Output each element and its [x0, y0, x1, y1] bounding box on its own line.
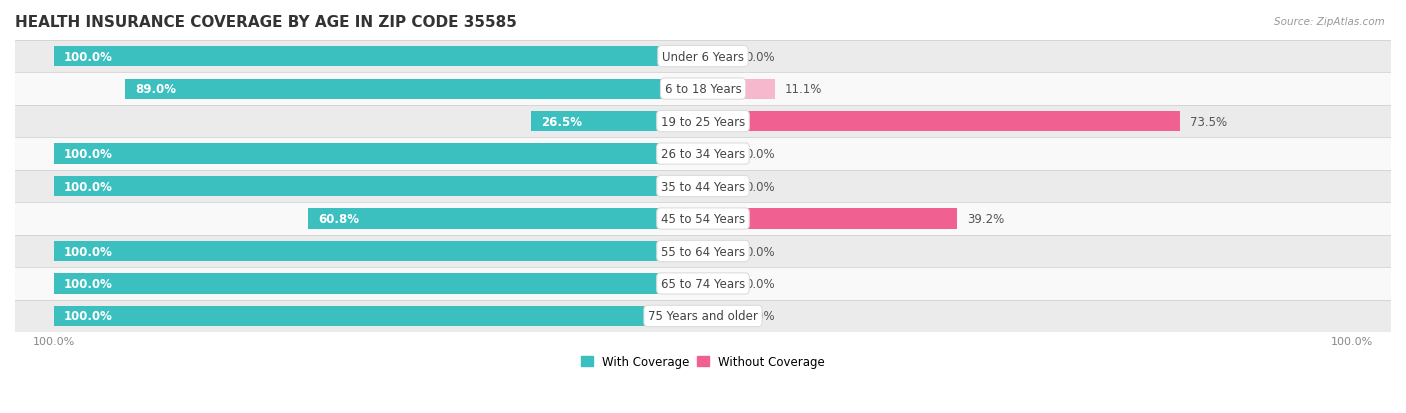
Text: 0.0%: 0.0%: [745, 148, 775, 161]
Text: Under 6 Years: Under 6 Years: [662, 50, 744, 64]
Bar: [703, 176, 735, 197]
Text: 0.0%: 0.0%: [745, 310, 775, 323]
Text: 0.0%: 0.0%: [745, 180, 775, 193]
Bar: [15, 138, 1391, 171]
Bar: [703, 144, 735, 164]
Bar: [15, 171, 1391, 203]
Text: 39.2%: 39.2%: [967, 213, 1004, 225]
Bar: [15, 106, 1391, 138]
Text: 26 to 34 Years: 26 to 34 Years: [661, 148, 745, 161]
Text: 75 Years and older: 75 Years and older: [648, 310, 758, 323]
Text: 100.0%: 100.0%: [63, 180, 112, 193]
Legend: With Coverage, Without Coverage: With Coverage, Without Coverage: [576, 351, 830, 373]
Bar: [125, 79, 703, 100]
Bar: [15, 73, 1391, 106]
Bar: [53, 47, 703, 67]
Bar: [703, 306, 735, 326]
Text: HEALTH INSURANCE COVERAGE BY AGE IN ZIP CODE 35585: HEALTH INSURANCE COVERAGE BY AGE IN ZIP …: [15, 15, 517, 30]
Text: 89.0%: 89.0%: [135, 83, 176, 96]
Bar: [15, 41, 1391, 73]
Text: 0.0%: 0.0%: [745, 245, 775, 258]
Bar: [53, 241, 703, 261]
Text: 65 to 74 Years: 65 to 74 Years: [661, 277, 745, 290]
Bar: [53, 306, 703, 326]
Text: 19 to 25 Years: 19 to 25 Years: [661, 115, 745, 128]
Text: 0.0%: 0.0%: [745, 50, 775, 64]
Text: 6 to 18 Years: 6 to 18 Years: [665, 83, 741, 96]
Bar: [53, 176, 703, 197]
Bar: [53, 144, 703, 164]
Text: 11.1%: 11.1%: [785, 83, 823, 96]
Bar: [703, 274, 735, 294]
Bar: [308, 209, 703, 229]
Text: 35 to 44 Years: 35 to 44 Years: [661, 180, 745, 193]
Text: 73.5%: 73.5%: [1189, 115, 1227, 128]
Text: 100.0%: 100.0%: [63, 277, 112, 290]
Text: 100.0%: 100.0%: [63, 310, 112, 323]
Bar: [15, 300, 1391, 332]
Bar: [703, 47, 735, 67]
Text: 60.8%: 60.8%: [318, 213, 359, 225]
Bar: [15, 268, 1391, 300]
Bar: [703, 241, 735, 261]
Text: Source: ZipAtlas.com: Source: ZipAtlas.com: [1274, 17, 1385, 26]
Bar: [53, 274, 703, 294]
Bar: [703, 112, 1180, 132]
Text: 100.0%: 100.0%: [63, 245, 112, 258]
Text: 55 to 64 Years: 55 to 64 Years: [661, 245, 745, 258]
Text: 100.0%: 100.0%: [63, 50, 112, 64]
Bar: [531, 112, 703, 132]
Bar: [703, 79, 775, 100]
Text: 100.0%: 100.0%: [63, 148, 112, 161]
Bar: [15, 235, 1391, 268]
Text: 26.5%: 26.5%: [541, 115, 582, 128]
Bar: [15, 203, 1391, 235]
Bar: [703, 209, 957, 229]
Text: 45 to 54 Years: 45 to 54 Years: [661, 213, 745, 225]
Text: 0.0%: 0.0%: [745, 277, 775, 290]
